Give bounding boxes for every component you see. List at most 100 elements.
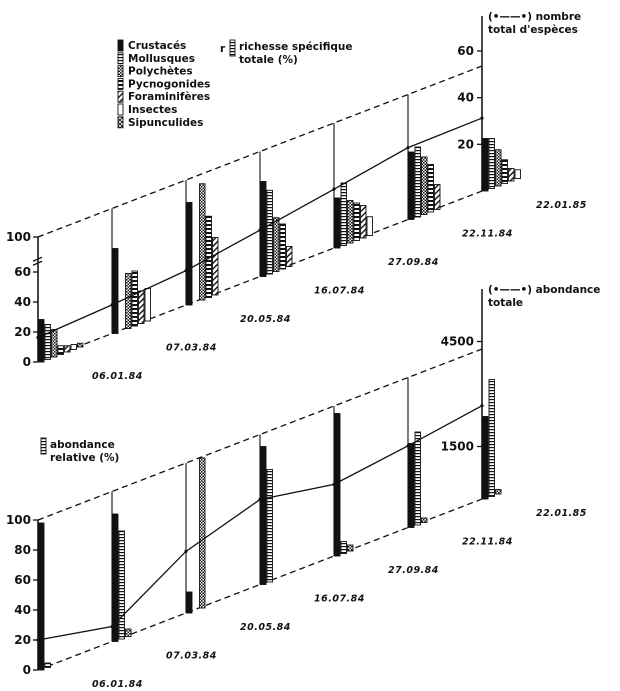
total-point <box>184 549 188 553</box>
left-tick-label: 60 <box>14 265 31 279</box>
group-title-swatch <box>40 437 47 455</box>
bar <box>421 517 428 523</box>
bar <box>482 138 489 192</box>
legend-swatch-solid <box>117 39 124 52</box>
bar <box>414 431 421 526</box>
bar <box>144 288 151 322</box>
total-point <box>110 303 114 307</box>
total-point <box>480 116 484 120</box>
bar <box>57 345 64 355</box>
date-label: 16.07.84 <box>314 594 365 605</box>
bar <box>186 591 193 614</box>
bar <box>427 164 434 213</box>
right-tick-label: 1500 <box>441 440 474 454</box>
bar <box>421 156 428 215</box>
date-label: 27.09.84 <box>388 565 439 576</box>
bar <box>118 530 125 640</box>
bar <box>347 200 354 244</box>
bar <box>340 541 347 554</box>
legend-swatch-hstripe <box>117 77 124 90</box>
legend-swatch-cross <box>117 116 124 129</box>
left-tick-label: 40 <box>14 603 31 617</box>
bar <box>408 443 415 528</box>
bar <box>273 217 280 272</box>
total-point <box>332 187 336 191</box>
bar <box>495 149 502 187</box>
date-label: 27.09.84 <box>388 257 439 268</box>
legend: CrustacésMollusquesPolychètesPycnogonide… <box>117 39 226 129</box>
bar <box>340 182 347 246</box>
group-title-label: totale (%) <box>239 54 298 66</box>
total-point <box>258 228 262 232</box>
date-label: 22.11.84 <box>462 229 513 240</box>
bar <box>434 184 441 210</box>
group-title-label: relative (%) <box>50 452 119 464</box>
bar <box>482 416 489 500</box>
bar <box>199 457 206 609</box>
bar <box>125 628 132 637</box>
bar <box>488 379 495 497</box>
left-tick-label: 40 <box>14 295 31 309</box>
right-axis-label: totale <box>488 297 523 309</box>
bar <box>260 446 267 585</box>
bar <box>199 183 206 301</box>
legend-item-label: Insectes <box>128 104 177 116</box>
bar <box>334 197 341 249</box>
bar <box>408 151 415 220</box>
date-label: 07.03.84 <box>166 651 217 662</box>
date-label: 22.01.85 <box>536 508 587 519</box>
date-label: 16.07.84 <box>314 286 365 297</box>
right-tick-label: 40 <box>457 91 474 105</box>
left-tick-label: 60 <box>14 573 31 587</box>
legend-item-label: Pycnogonides <box>128 78 210 90</box>
bar <box>414 146 421 218</box>
date-label: 06.01.84 <box>92 679 143 690</box>
bar <box>495 489 502 495</box>
bar <box>488 138 495 189</box>
group-title-label: richesse spécifique <box>239 41 352 53</box>
right-axis-label: (•——•) abondance <box>488 284 600 296</box>
date-label: 20.05.84 <box>240 622 291 633</box>
bar <box>514 169 521 179</box>
legend-swatch-dotted <box>117 65 124 78</box>
date-label: 22.01.85 <box>536 200 587 211</box>
bar <box>360 205 367 239</box>
right-tick-label: 60 <box>457 44 474 58</box>
bar <box>125 273 132 329</box>
bar <box>112 513 119 642</box>
date-label: 22.11.84 <box>462 537 513 548</box>
group-title-swatch <box>229 39 236 57</box>
bar <box>186 202 193 306</box>
bar <box>131 270 138 327</box>
bar <box>38 319 45 363</box>
total-point <box>406 444 410 448</box>
left-tick-label: 80 <box>14 543 31 557</box>
bar <box>508 168 515 182</box>
bar <box>347 544 354 552</box>
legend-swatch-diag <box>117 90 124 103</box>
date-label: 07.03.84 <box>166 343 217 354</box>
left-tick-label: 20 <box>14 633 31 647</box>
total-point <box>184 269 188 273</box>
left-tick-label: 20 <box>14 325 31 339</box>
legend-swatch-open <box>117 103 124 116</box>
date-label: 20.05.84 <box>240 314 291 325</box>
legend-item-label: Crustacés <box>128 40 186 52</box>
legend-item-label: Sipunculides <box>128 117 203 129</box>
left-tick-label: 100 <box>6 230 31 244</box>
total-point <box>110 624 114 629</box>
left-tick-label: 0 <box>23 355 31 369</box>
bar <box>266 469 273 583</box>
right-axis-label: (•——•) nombre <box>488 11 581 23</box>
bar <box>44 324 51 360</box>
bar <box>77 342 84 348</box>
total-point <box>332 482 336 486</box>
bar <box>353 202 360 241</box>
bar <box>138 290 145 324</box>
bar <box>501 159 508 184</box>
legend-item-label: Polychètes <box>128 66 193 78</box>
left-tick-label: 100 <box>6 513 31 527</box>
total-point <box>406 146 410 150</box>
bar <box>366 216 373 236</box>
